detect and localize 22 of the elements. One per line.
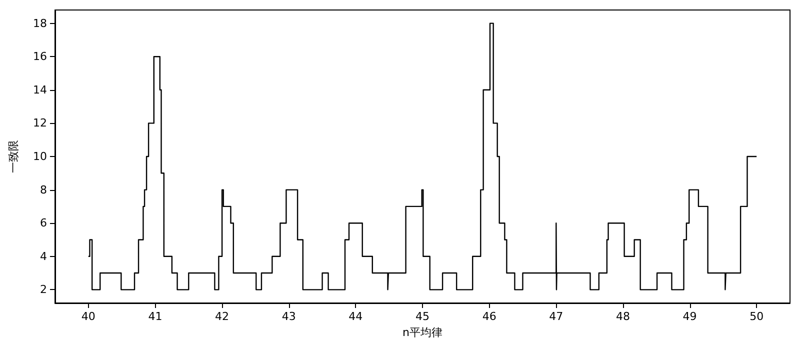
y-tick-label: 4 (40, 250, 47, 263)
y-tick-label: 16 (33, 50, 47, 64)
y-axis-title: 一致限 (7, 140, 20, 173)
x-tick-label: 44 (348, 310, 363, 323)
x-tick-label: 43 (282, 310, 296, 323)
x-tick-label: 45 (416, 310, 430, 323)
y-tick-label: 14 (33, 83, 47, 96)
x-tick-label: 41 (148, 310, 162, 323)
y-tick-label: 6 (40, 216, 47, 230)
y-tick-label: 8 (40, 183, 47, 196)
x-tick-label: 49 (682, 310, 697, 323)
x-tick-label: 48 (616, 310, 630, 323)
x-tick-label: 46 (482, 310, 496, 323)
y-tick-label: 12 (33, 116, 47, 130)
y-tick-label: 2 (40, 283, 47, 296)
x-tick-label: 40 (81, 310, 96, 323)
x-tick-label: 42 (215, 310, 230, 323)
y-tick-label: 10 (33, 150, 47, 163)
x-axis-title: n平均律 (402, 326, 442, 339)
y-tick-label: 18 (33, 16, 47, 30)
x-tick-label: 47 (549, 310, 564, 323)
x-tick-label: 50 (750, 310, 764, 323)
